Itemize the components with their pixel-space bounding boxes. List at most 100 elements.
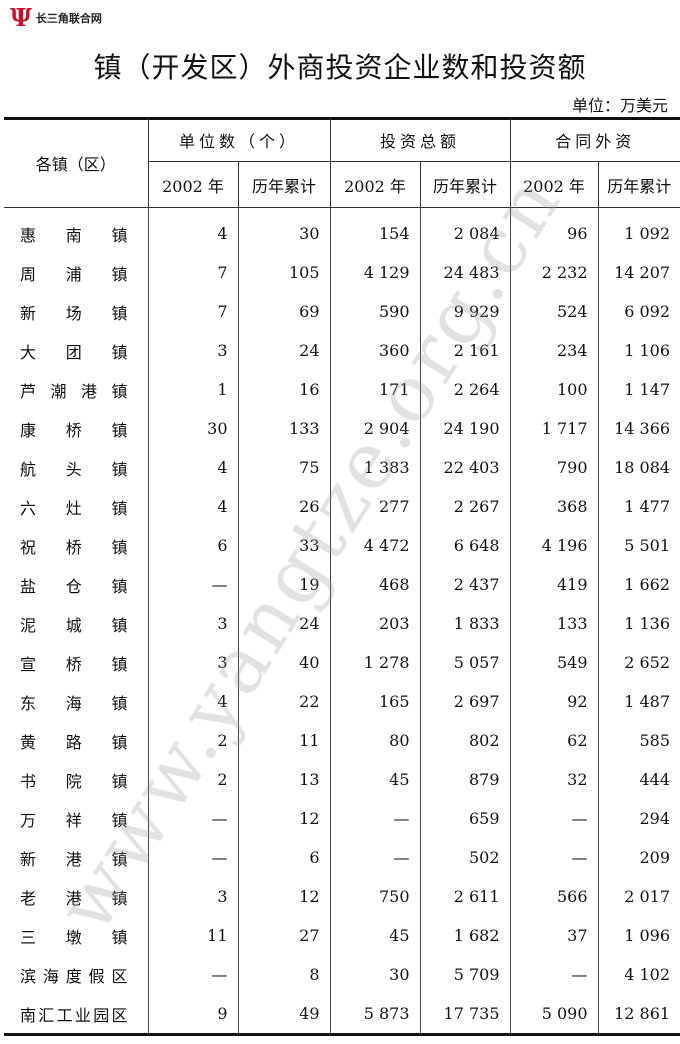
value-cell: 2 [147, 721, 239, 760]
value-cell: 16 [237, 370, 331, 409]
value-cell: 4 [147, 487, 239, 526]
value-cell: 7 [147, 292, 239, 331]
logo-text: 长三角联合网 [35, 12, 102, 25]
value-cell: — [329, 799, 421, 838]
logo-psi-icon: Ψ [10, 3, 32, 32]
value-cell: 12 [237, 799, 331, 838]
region-name: 滨海度假区 [4, 955, 149, 994]
region-name: 南汇工业园区 [4, 994, 149, 1033]
value-cell: 419 [509, 565, 599, 604]
value-cell: 32 [509, 760, 599, 799]
value-cell: 1 [147, 370, 239, 409]
value-cell: 1 487 [597, 682, 680, 721]
table-row: 黄路镇 2 11 80 802 62 585 [4, 721, 680, 760]
value-cell: 92 [509, 682, 599, 721]
value-cell: 3 [147, 604, 239, 643]
region-name: 东海镇 [4, 682, 149, 721]
value-cell: 11 [147, 916, 239, 955]
value-cell: 5 501 [597, 526, 680, 565]
value-cell: 24 [237, 331, 331, 370]
value-cell: 1 662 [597, 565, 680, 604]
value-cell: 1 106 [597, 331, 680, 370]
value-cell: 1 717 [509, 409, 599, 448]
table-row: 滨海度假区 —8 30 5 709—4 102 [4, 955, 680, 994]
value-cell: 24 [237, 604, 331, 643]
value-cell: 502 [419, 838, 511, 877]
value-cell: 209 [597, 838, 680, 877]
value-cell: 6 648 [419, 526, 511, 565]
value-cell: — [147, 838, 239, 877]
table-row: 书院镇 2 13 45 879 32 444 [4, 760, 680, 799]
value-cell: 368 [509, 487, 599, 526]
table-row: 祝桥镇 6 33 4 472 6 648 4 196 5 501 [4, 526, 680, 565]
value-cell: 17 735 [419, 994, 511, 1033]
region-header: 各镇（区） [4, 118, 149, 208]
value-cell: 3 [147, 877, 239, 916]
value-cell: 133 [509, 604, 599, 643]
value-cell: 2 904 [329, 409, 421, 448]
value-cell: — [147, 955, 239, 994]
table-row: 万祥镇 —12—659—294 [4, 799, 680, 838]
value-cell: 30 [147, 409, 239, 448]
unit-label: 单位：万美元 [571, 96, 668, 115]
value-cell: 6 [147, 526, 239, 565]
value-cell: 2 264 [419, 370, 511, 409]
value-cell: 1 096 [597, 916, 680, 955]
value-cell: 802 [419, 721, 511, 760]
value-cell: 590 [329, 292, 421, 331]
value-cell: 19 [237, 565, 331, 604]
value-cell: 105 [237, 253, 331, 292]
region-name: 新港镇 [4, 838, 149, 877]
region-name: 盐仓镇 [4, 565, 149, 604]
value-cell: 100 [509, 370, 599, 409]
value-cell: 171 [329, 370, 421, 409]
table-row: 六灶镇 4 26 277 2 267 368 1 477 [4, 487, 680, 526]
region-name: 芦潮港镇 [4, 370, 149, 409]
value-cell: 1 147 [597, 370, 680, 409]
table-row: 大团镇 3 24 360 2 161 234 1 106 [4, 331, 680, 370]
value-cell: 659 [419, 799, 511, 838]
region-name: 三墩镇 [4, 916, 149, 955]
value-cell: 14 207 [597, 253, 680, 292]
table-row: 东海镇 4 22 165 2 697 92 1 487 [4, 682, 680, 721]
value-cell: 8 [237, 955, 331, 994]
value-cell: — [147, 799, 239, 838]
group-header-contract-foreign: 合同外资 [509, 118, 680, 162]
value-cell: 2 [147, 760, 239, 799]
value-cell: 62 [509, 721, 599, 760]
value-cell: 22 [237, 682, 331, 721]
value-cell: 6 [237, 838, 331, 877]
table-row: 康桥镇 30 133 2 904 24 190 1 717 14 366 [4, 409, 680, 448]
value-cell: 3 [147, 643, 239, 682]
value-cell: 5 090 [509, 994, 599, 1033]
value-cell: 30 [237, 214, 331, 253]
sub-header: 2002 年 [329, 161, 421, 208]
value-cell: 11 [237, 721, 331, 760]
value-cell: 37 [509, 916, 599, 955]
value-cell: — [509, 955, 599, 994]
value-cell: 49 [237, 994, 331, 1033]
region-name: 周浦镇 [4, 253, 149, 292]
value-cell: 33 [237, 526, 331, 565]
region-name: 新场镇 [4, 292, 149, 331]
table-row: 老港镇 3 12 750 2 611 566 2 017 [4, 877, 680, 916]
value-cell: 2 161 [419, 331, 511, 370]
value-cell: 2 232 [509, 253, 599, 292]
table-row: 新港镇 —6—502—209 [4, 838, 680, 877]
region-name: 宣桥镇 [4, 643, 149, 682]
page-title: 镇（开发区）外商投资企业数和投资额 [93, 51, 587, 84]
value-cell: 9 [147, 994, 239, 1033]
value-cell: 2 437 [419, 565, 511, 604]
table-row: 泥城镇 3 24 203 1 833 133 1 136 [4, 604, 680, 643]
table-row: 芦潮港镇 1 16 171 2 264 100 1 147 [4, 370, 680, 409]
value-cell: 45 [329, 916, 421, 955]
region-name: 老港镇 [4, 877, 149, 916]
value-cell: 468 [329, 565, 421, 604]
value-cell: 45 [329, 760, 421, 799]
value-cell: 1 092 [597, 214, 680, 253]
value-cell: 4 102 [597, 955, 680, 994]
sub-header: 历年累计 [237, 161, 331, 208]
table-bottom-rule [4, 1033, 680, 1036]
value-cell: 2 084 [419, 214, 511, 253]
value-cell: 5 057 [419, 643, 511, 682]
